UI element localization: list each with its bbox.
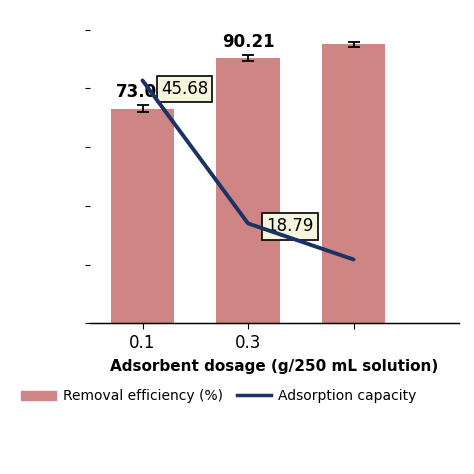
Legend: Removal efficiency (%), Adsorption capacity: Removal efficiency (%), Adsorption capac… xyxy=(16,383,422,409)
Text: 45.68: 45.68 xyxy=(161,80,208,98)
Text: 73.09: 73.09 xyxy=(116,83,169,101)
Bar xyxy=(322,45,385,323)
Bar xyxy=(111,109,174,323)
Text: 18.79: 18.79 xyxy=(266,218,314,236)
Text: 90.21: 90.21 xyxy=(222,33,274,51)
Bar xyxy=(216,58,280,323)
X-axis label: Adsorbent dosage (g/250 mL solution): Adsorbent dosage (g/250 mL solution) xyxy=(110,359,438,374)
